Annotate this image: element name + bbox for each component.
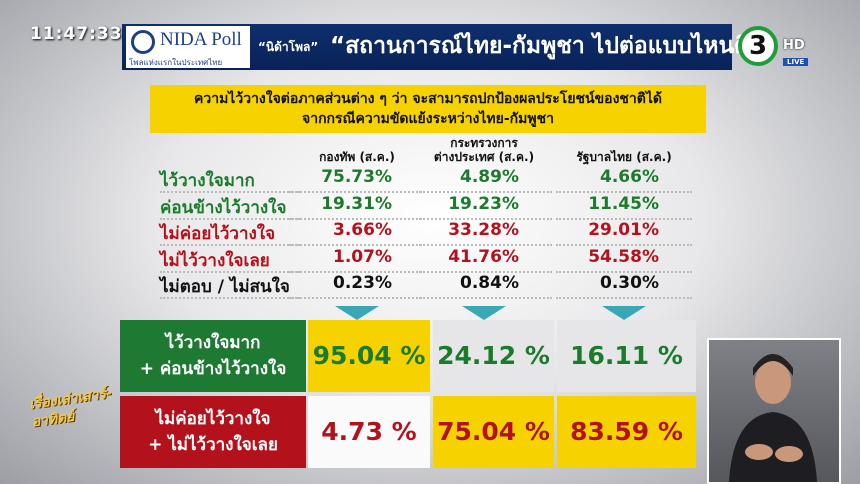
row-separator (556, 191, 692, 193)
row-separator (416, 244, 552, 246)
row-separator (556, 270, 692, 273)
table-cell: 41.76% (448, 246, 519, 267)
row-separator (289, 297, 425, 299)
down-arrow (602, 306, 646, 320)
table-cell: 19.23% (448, 193, 519, 214)
summary-label: ไว้วางใจมาก + ค่อนข้างไว้วางใจ (120, 320, 306, 392)
channel-live: LIVE (783, 58, 809, 66)
table-cell: 75.73% (321, 167, 392, 187)
table-cell: 0.84% (460, 273, 519, 293)
interpreter-figure (729, 354, 817, 482)
interpreter-inset (707, 338, 841, 484)
row-separator (556, 244, 692, 246)
row-separator (416, 270, 552, 273)
table-cell: 54.58% (588, 246, 659, 267)
channel-logo: 3 (738, 26, 778, 66)
column-header: กระทรวงการ ต่างประเทศ (ส.ค.) (409, 136, 559, 164)
summary-cell: 75.04 % (433, 396, 554, 468)
row-separator (416, 191, 552, 193)
table-cell: 19.31% (321, 193, 392, 214)
table-cell: 0.30% (600, 273, 659, 293)
summary-cell: 24.12 % (433, 320, 554, 392)
summary-cell: 16.11 % (557, 320, 696, 392)
logo-emblem (131, 30, 155, 54)
table-cell: 4.89% (460, 167, 519, 187)
title: “สถานการณ์ไทย-กัมพูชา ไปต่อแบบไหนดี” (330, 33, 765, 59)
row-label: ค่อนข้างไว้วางใจ (160, 197, 287, 218)
summary-cell: 4.73 % (308, 396, 430, 468)
question-line: จากกรณีความขัดแย้งระหว่างไทย-กัมพูชา (302, 111, 554, 127)
row-separator (289, 191, 425, 193)
channel-hd: HD (783, 38, 805, 53)
summary-label: ไม่ค่อยไว้วางใจ + ไม่ไว้วางใจเลย (120, 396, 306, 468)
nida-logo: NIDA Poll โพลแห่งแรกในประเทศไทย (126, 26, 250, 68)
table-cell: 33.28% (448, 220, 519, 240)
table-cell: 11.45% (588, 193, 659, 214)
column-header-line: ต่างประเทศ (ส.ค.) (433, 150, 535, 164)
row-separator (289, 270, 425, 273)
logo-tagline: โพลแห่งแรกในประเทศไทย (129, 58, 223, 67)
table-cell: 0.23% (333, 273, 392, 293)
row-separator (289, 217, 425, 220)
summary-cell: 95.04 % (308, 320, 430, 392)
row-separator (160, 217, 300, 220)
row-label: ไว้วางใจมาก (160, 171, 255, 191)
summary-label-line: ไว้วางใจมาก (165, 333, 261, 353)
row-separator (289, 244, 425, 246)
row-separator (556, 297, 692, 299)
table-cell: 1.07% (333, 246, 392, 267)
summary-label-line: ไม่ค่อยไว้วางใจ (155, 409, 271, 429)
clock: 11:47:33 (30, 24, 123, 44)
column-header-line: กองทัพ (ส.ค.) (319, 150, 395, 164)
summary-label-line: + ค่อนข้างไว้วางใจ (139, 359, 287, 379)
row-separator (160, 244, 300, 246)
table-cell: 4.66% (600, 167, 659, 187)
row-label: ไม่ตอบ / ไม่สนใจ (160, 277, 290, 297)
column-header-line: รัฐบาลไทย (ส.ค.) (576, 150, 672, 164)
row-separator (160, 270, 300, 273)
table-cell: 29.01% (588, 220, 659, 240)
summary-label-line: + ไม่ไว้วางใจเลย (148, 435, 278, 455)
question-line: ความไว้วางใจต่อภาคส่วนต่าง ๆ ว่า จะสามาร… (193, 91, 662, 107)
row-separator (556, 217, 692, 220)
column-header-line: กระทรวงการ (450, 136, 518, 150)
table-cell: 3.66% (333, 220, 392, 240)
row-separator (160, 297, 300, 299)
row-label: ไม่ค่อยไว้วางใจ (160, 224, 276, 244)
row-label: ไม่ไว้วางใจเลย (160, 250, 270, 271)
row-separator (416, 297, 552, 299)
source: “นิด้าโพล” (258, 40, 319, 54)
summary-cell: 83.59 % (557, 396, 696, 468)
down-arrow (335, 306, 379, 320)
row-separator (160, 191, 300, 193)
down-arrow (462, 306, 506, 320)
logo-name: NIDA Poll (160, 29, 242, 50)
column-header: กองทัพ (ส.ค.) (282, 150, 432, 164)
row-separator (416, 217, 552, 220)
column-header: รัฐบาลไทย (ส.ค.) (549, 150, 699, 164)
question-box: ความไว้วางใจต่อภาคส่วนต่าง ๆ ว่า จะสามาร… (150, 85, 706, 133)
